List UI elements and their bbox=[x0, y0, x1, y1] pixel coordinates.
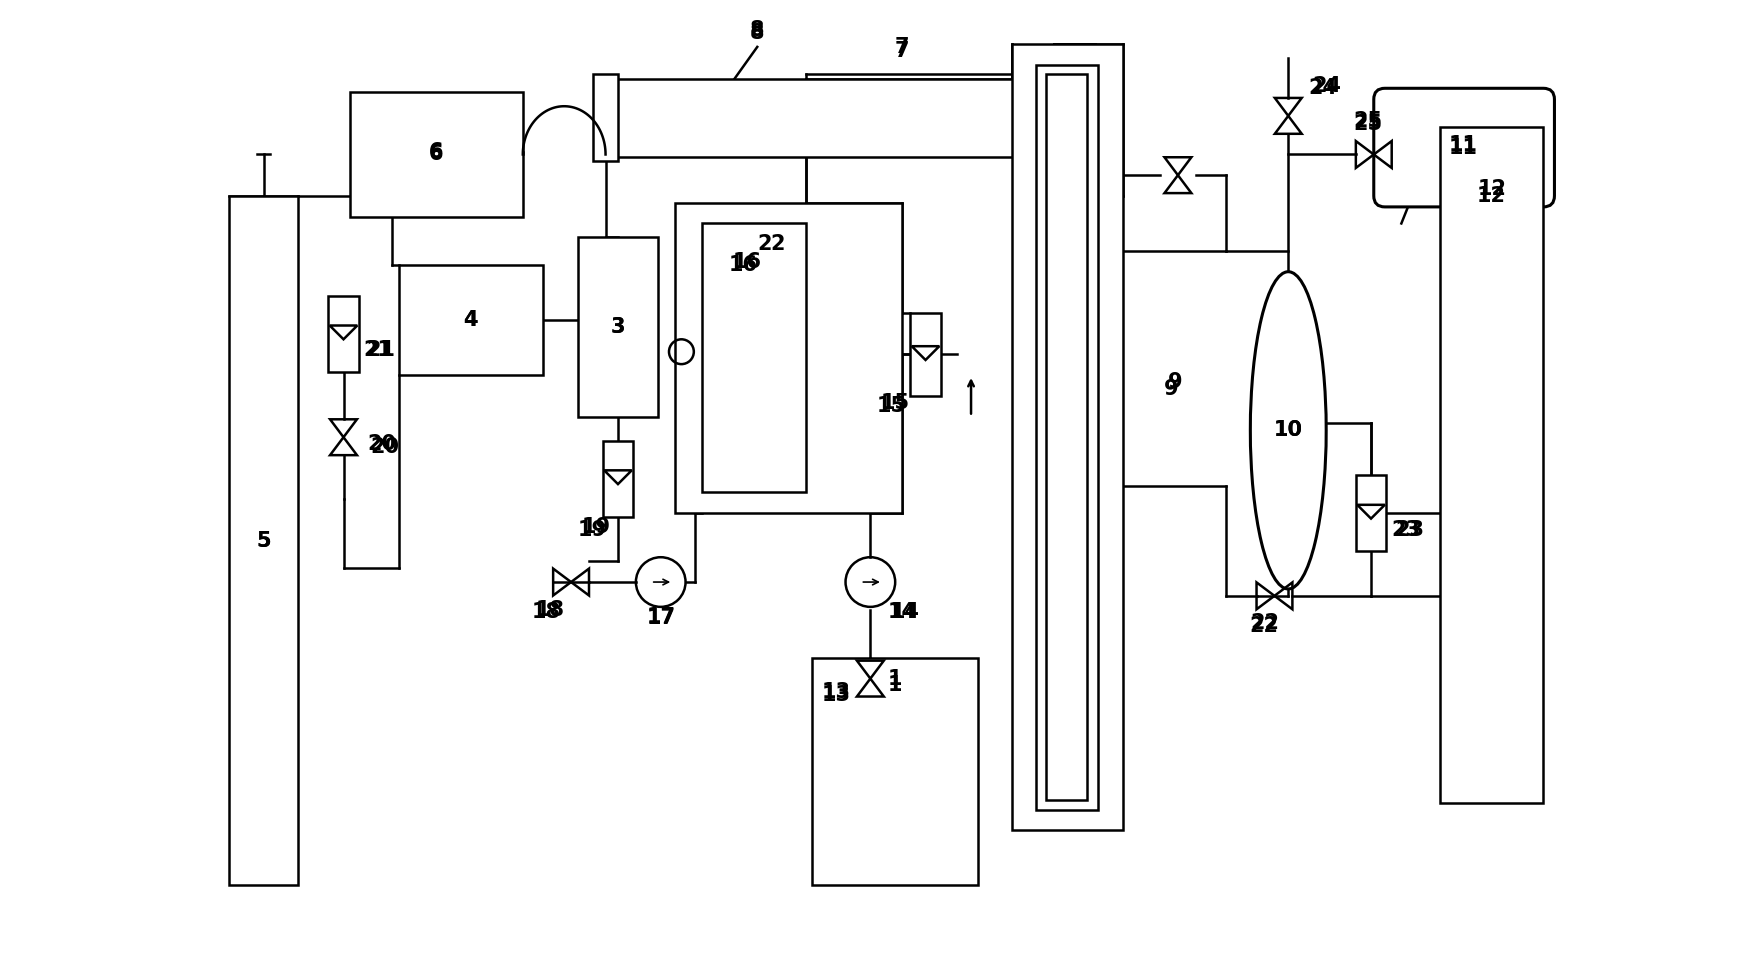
Text: 22: 22 bbox=[1250, 614, 1278, 633]
Text: 1: 1 bbox=[888, 676, 902, 695]
Text: 25: 25 bbox=[1353, 112, 1383, 131]
Bar bbox=[1439, 127, 1542, 803]
Text: 6: 6 bbox=[428, 142, 442, 162]
Text: 16: 16 bbox=[729, 254, 757, 275]
Text: 21: 21 bbox=[364, 341, 392, 360]
Text: 10: 10 bbox=[1273, 420, 1302, 440]
Bar bbox=[399, 265, 544, 375]
Text: 19: 19 bbox=[580, 517, 610, 537]
Text: 8: 8 bbox=[750, 23, 764, 43]
Text: 24: 24 bbox=[1311, 76, 1341, 95]
Text: 12: 12 bbox=[1475, 185, 1505, 206]
Text: 13: 13 bbox=[822, 683, 850, 702]
Text: 17: 17 bbox=[645, 607, 675, 626]
Text: 7: 7 bbox=[895, 37, 909, 57]
Text: 6: 6 bbox=[428, 145, 442, 164]
Text: 8: 8 bbox=[750, 20, 764, 41]
Bar bbox=[329, 296, 358, 372]
Text: 20: 20 bbox=[367, 434, 397, 454]
Bar bbox=[229, 196, 297, 886]
Text: 11: 11 bbox=[1447, 135, 1477, 154]
Bar bbox=[350, 92, 523, 217]
Text: 24: 24 bbox=[1308, 79, 1337, 98]
Text: 23: 23 bbox=[1390, 519, 1419, 540]
Text: 5: 5 bbox=[255, 531, 271, 551]
Bar bbox=[911, 313, 940, 396]
Bar bbox=[813, 658, 977, 886]
Text: 7: 7 bbox=[895, 41, 909, 61]
Text: 4: 4 bbox=[463, 310, 477, 330]
Text: 10: 10 bbox=[1273, 420, 1302, 440]
Text: 16: 16 bbox=[732, 252, 762, 272]
Text: 14: 14 bbox=[886, 602, 916, 622]
Text: 2: 2 bbox=[771, 234, 785, 254]
Text: 19: 19 bbox=[577, 519, 607, 540]
Bar bbox=[603, 441, 633, 517]
Text: 21: 21 bbox=[365, 341, 395, 360]
Text: 5: 5 bbox=[255, 531, 271, 551]
Text: 18: 18 bbox=[535, 600, 565, 619]
Bar bbox=[598, 79, 1066, 157]
Text: 17: 17 bbox=[645, 608, 675, 628]
Ellipse shape bbox=[1250, 272, 1325, 589]
Text: 20: 20 bbox=[371, 437, 399, 457]
Text: 11: 11 bbox=[1447, 138, 1477, 157]
Bar bbox=[1040, 79, 1080, 157]
Bar bbox=[577, 237, 657, 417]
Text: 15: 15 bbox=[881, 392, 909, 413]
Text: 23: 23 bbox=[1395, 519, 1423, 540]
Text: 14: 14 bbox=[890, 602, 919, 622]
Bar bbox=[701, 223, 806, 492]
Text: 4: 4 bbox=[463, 310, 477, 330]
Bar bbox=[593, 75, 617, 161]
Bar bbox=[1045, 75, 1086, 800]
Text: 18: 18 bbox=[531, 602, 561, 622]
Text: 3: 3 bbox=[610, 317, 624, 337]
Text: 15: 15 bbox=[876, 395, 905, 416]
Text: 25: 25 bbox=[1353, 115, 1383, 134]
Text: 2: 2 bbox=[757, 234, 771, 254]
Text: 1: 1 bbox=[888, 669, 902, 688]
Bar bbox=[1035, 65, 1098, 810]
Bar bbox=[1355, 475, 1386, 551]
Bar bbox=[1012, 44, 1122, 830]
Text: 12: 12 bbox=[1477, 179, 1507, 199]
Text: 9: 9 bbox=[1168, 372, 1182, 392]
Text: 13: 13 bbox=[822, 686, 850, 705]
FancyBboxPatch shape bbox=[1372, 88, 1554, 207]
Text: 22: 22 bbox=[1248, 617, 1278, 636]
Text: 9: 9 bbox=[1162, 379, 1178, 399]
Text: 3: 3 bbox=[610, 317, 624, 337]
Bar bbox=[675, 203, 902, 513]
